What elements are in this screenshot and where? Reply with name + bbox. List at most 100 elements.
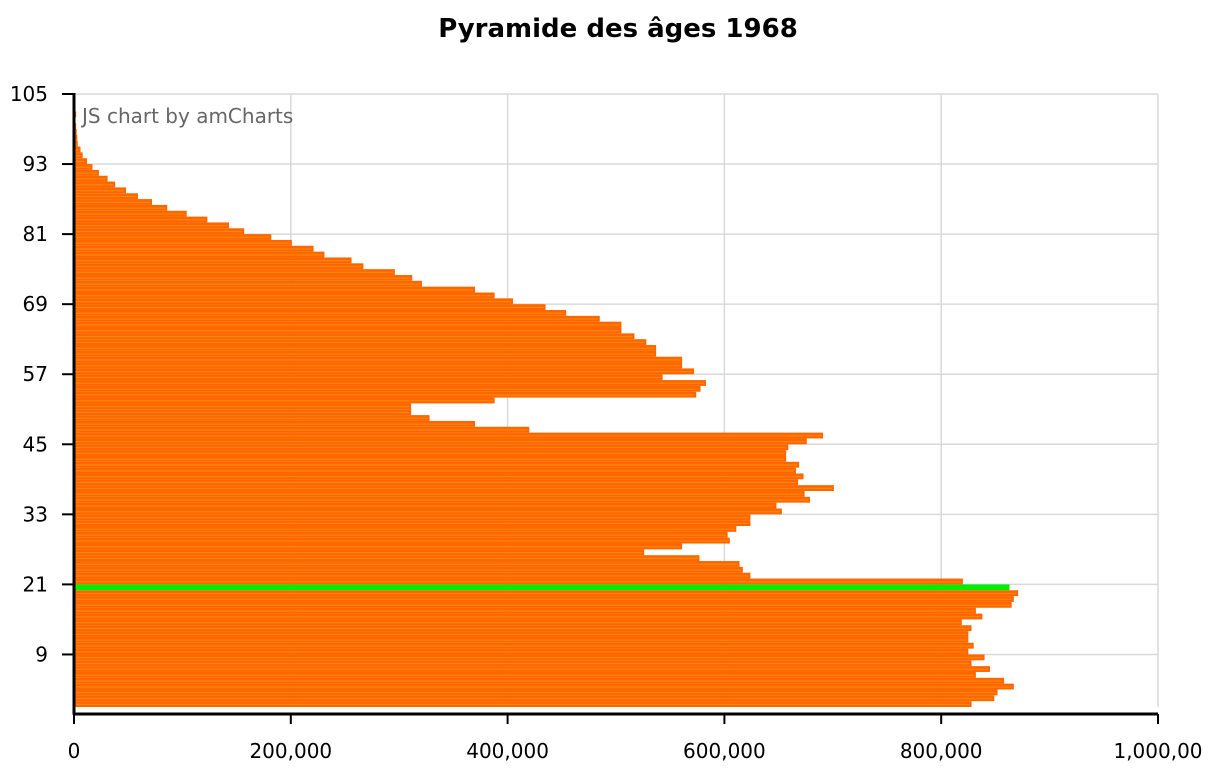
bar-stripe [74,417,428,419]
bar-stripe [74,697,993,700]
bar-stripe [74,423,474,425]
bar-stripe [74,680,1003,682]
bar-stripe [74,201,151,203]
bar-stripe [74,616,981,618]
y-tick-label: 105 [10,82,48,106]
bar-stripe [74,668,988,670]
bar[interactable] [74,134,78,141]
bar-stripe [74,330,620,332]
bar-stripe [74,178,106,180]
bar-stripe [74,295,493,297]
bar-stripe [74,324,620,326]
bar-stripe [74,458,785,460]
bar-stripe [74,219,206,221]
x-tick-label: 400,000 [466,739,549,763]
bar-stripe [74,213,185,215]
bar-stripe [74,184,114,186]
y-tick-label: 69 [23,292,48,316]
bar-stripe [74,686,1012,688]
bar-stripe [74,528,735,530]
bar-stripe [74,347,655,349]
chart-title: Pyramide des âges 1968 [438,14,798,44]
bar-stripe [74,289,474,291]
bar-stripe [74,481,797,484]
bar-stripe [74,522,749,525]
bar-stripe [74,575,749,577]
bar-stripe [74,604,1010,606]
bar-stripe [74,382,704,384]
bar-stripe [74,633,967,635]
bar-stripe [74,400,493,402]
y-tick-label: 33 [23,502,48,526]
bar-stripe [74,207,166,209]
bar-stripe [74,359,681,361]
bar-stripe [74,335,633,338]
bar-stripe [74,306,544,308]
bar-stripe [74,441,805,443]
bar-stripe [74,394,695,396]
bar-stripe [74,551,643,554]
bar-stripe [74,230,243,233]
bar-stripe [74,429,528,431]
bar-stripe [74,166,91,168]
bar-stripe [74,563,738,565]
bar-stripe [74,557,698,560]
bar-stripe [74,470,794,472]
bar-stripe [74,598,1012,600]
bar-stripe [74,592,1017,595]
bar-stripe [74,254,323,256]
bar-stripe [74,540,728,542]
bar-stripe [74,505,775,507]
bar-stripe [74,341,645,344]
bar-stripe [74,446,787,449]
bar-stripe [74,657,983,659]
bar-stripe [74,487,832,489]
bar-stripe [74,388,699,390]
bars [74,111,1019,707]
bar-stripe [74,190,125,192]
y-tick-label: 93 [23,152,48,176]
bar-stripe [74,265,362,268]
bar-stripe [74,172,97,174]
bar-stripe [74,365,681,367]
bar-stripe [74,155,81,157]
bar-stripe [74,651,967,653]
x-tick-label: 200,000 [249,739,332,763]
bar-stripe [74,376,661,379]
y-tick-label: 9 [35,642,48,666]
bar-stripe [74,435,822,437]
bar-stripe [74,149,79,151]
bar-stripe [74,300,512,303]
bar-stripe [74,277,411,279]
y-tick-label: 21 [23,572,48,596]
bar-stripe [74,406,410,408]
bar-highlighted[interactable] [74,584,1010,591]
bar-stripe [74,662,970,665]
bar-stripe [74,318,598,320]
bar-stripe [74,476,802,478]
y-tick-label: 57 [23,362,48,386]
bar[interactable] [74,140,78,147]
bar-stripe [74,674,974,676]
bar-stripe [74,195,136,198]
x-tick-label: 1,000,00 [1113,739,1202,763]
bar-stripe [74,260,350,262]
bar-stripe [74,511,780,513]
bar-stripe [74,627,970,630]
amcharts-credit-link[interactable]: JS chart by amCharts [82,104,294,128]
bar-stripe [74,610,974,612]
bar-stripe [74,546,681,548]
axes: 9 21 33 45 57 69 81 93 105 0 200,000 400,000 600,000… [10,82,1203,763]
bar-stripe [74,581,961,583]
bar-stripe [74,645,972,647]
bar-stripe [74,499,809,501]
bar-stripe [74,493,803,495]
x-tick-label: 800,000 [900,739,983,763]
bar-stripe [74,353,655,355]
bar-stripe [74,692,996,694]
bar-stripe [74,569,741,571]
bar-stripe [74,464,798,466]
bar-stripe [74,248,312,250]
bar-stripe [74,271,393,273]
